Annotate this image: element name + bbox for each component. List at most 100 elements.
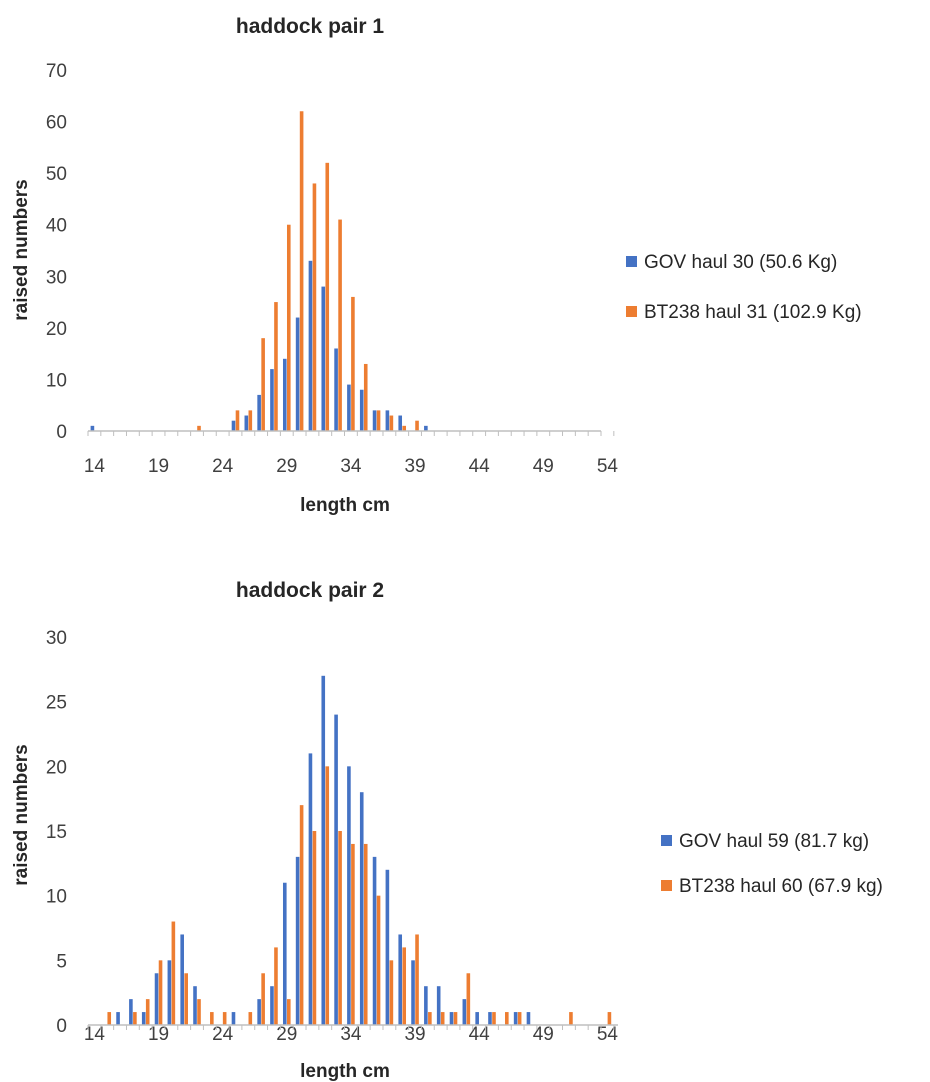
y-tick-label: 10 (46, 370, 67, 391)
bar-gov (321, 286, 326, 431)
bar-bt238 (505, 1012, 509, 1025)
bar-gov (359, 389, 364, 431)
bar-bt238 (389, 415, 394, 431)
chart-1-x-minor-ticks (87, 431, 615, 436)
bar-gov (116, 1012, 120, 1025)
bar-gov (526, 1012, 531, 1025)
bar-bt238 (402, 947, 407, 1025)
y-tick-label: 25 (46, 693, 67, 714)
y-tick-label: 60 (46, 113, 67, 134)
bar-gov (90, 425, 95, 431)
bar-gov (475, 1012, 479, 1025)
bar-bt238 (274, 302, 278, 431)
x-tick-label: 39 (404, 456, 425, 477)
bar-bt238 (415, 420, 419, 431)
chart-1-title: haddock pair 1 (236, 15, 385, 38)
y-tick-label: 30 (46, 267, 67, 288)
x-tick-label: 14 (84, 456, 106, 477)
chart-1-legend-label-gov: GOV haul 30 (50.6 Kg) (644, 252, 837, 273)
bar-gov (231, 1012, 236, 1025)
bar-gov (372, 410, 377, 431)
bar-gov (424, 425, 428, 431)
chart-1-legend-label-bt238: BT238 haul 31 (102.9 Kg) (644, 302, 862, 323)
chart-2-x-minor-ticks (87, 1025, 615, 1030)
bar-bt238 (453, 1012, 458, 1025)
x-tick-label: 19 (148, 1024, 169, 1045)
x-tick-label: 24 (212, 1024, 234, 1045)
bar-bt238 (261, 973, 265, 1025)
bar-gov (257, 394, 261, 431)
bar-gov (449, 1012, 454, 1025)
y-tick-label: 20 (46, 319, 67, 340)
bar-bt238 (197, 425, 201, 431)
y-tick-label: 20 (46, 757, 67, 778)
bar-bt238 (569, 1012, 573, 1025)
bar-bt238 (363, 363, 368, 431)
x-tick-label: 29 (276, 456, 297, 477)
bar-gov (295, 856, 300, 1025)
bar-bt238 (351, 296, 355, 431)
y-tick-label: 70 (46, 61, 67, 82)
bar-bt238 (145, 999, 150, 1025)
bar-bt238 (325, 766, 330, 1025)
bar-bt238 (466, 973, 471, 1025)
bar-gov (411, 960, 415, 1025)
x-tick-label: 54 (597, 1024, 619, 1045)
bar-bt238 (492, 1012, 496, 1025)
y-tick-label: 10 (46, 887, 67, 908)
bar-bt238 (338, 219, 342, 431)
bar-gov (398, 415, 403, 431)
bar-gov (257, 999, 261, 1025)
chart-1-x-ticks: 14 19 24 29 34 39 44 49 54 (84, 456, 619, 477)
x-tick-label: 29 (276, 1024, 297, 1045)
bar-gov (334, 714, 338, 1025)
chart-2-x-ticks: 14 19 24 29 34 39 44 49 54 (84, 1024, 619, 1045)
bar-gov (347, 766, 351, 1025)
chart-1-legend-swatch-gov (626, 256, 637, 267)
x-tick-label: 14 (84, 1024, 106, 1045)
bar-bt238 (133, 1012, 137, 1025)
x-tick-label: 19 (148, 456, 169, 477)
bar-gov (282, 358, 287, 431)
bar-bt238 (210, 1012, 214, 1025)
bar-bt238 (607, 1012, 612, 1025)
chart-2-bars (107, 675, 612, 1025)
bar-bt238 (440, 1012, 445, 1025)
bar-gov (385, 869, 390, 1025)
bar-bt238 (363, 843, 368, 1025)
x-tick-label: 49 (533, 456, 554, 477)
bar-bt238 (351, 843, 355, 1025)
bar-bt238 (376, 895, 381, 1025)
bar-bt238 (248, 410, 253, 431)
bar-gov (513, 1012, 518, 1025)
bar-gov (359, 792, 364, 1025)
bar-gov (282, 882, 287, 1025)
chart-2-legend-label-bt238: BT238 haul 60 (67.9 kg) (679, 876, 883, 897)
bar-bt238 (299, 111, 304, 431)
bar-bt238 (171, 921, 176, 1025)
chart-haddock-pair-1: haddock pair 1 raised numbers length cm … (11, 15, 862, 516)
x-tick-label: 49 (533, 1024, 554, 1045)
y-tick-label: 15 (46, 822, 67, 843)
bar-gov (129, 999, 133, 1025)
bar-bt238 (415, 934, 419, 1025)
bar-bt238 (325, 162, 330, 432)
bar-gov (231, 420, 236, 431)
x-tick-label: 44 (469, 456, 491, 477)
bar-gov (398, 934, 403, 1025)
chart-2-y-ticks: 0 5 10 15 20 25 30 (46, 628, 67, 1037)
bar-bt238 (402, 425, 407, 431)
bar-bt238 (299, 805, 304, 1025)
bar-gov (270, 369, 274, 431)
bar-gov (488, 1012, 492, 1025)
bar-gov (193, 986, 197, 1025)
bar-bt238 (248, 1012, 253, 1025)
chart-1-legend-swatch-bt238 (626, 306, 637, 317)
chart-2-ylabel: raised numbers (11, 744, 32, 886)
bar-gov (154, 973, 159, 1025)
chart-2-legend-swatch-gov (661, 835, 672, 846)
bar-gov (424, 986, 428, 1025)
bar-gov (436, 986, 441, 1025)
bar-gov (334, 348, 338, 431)
